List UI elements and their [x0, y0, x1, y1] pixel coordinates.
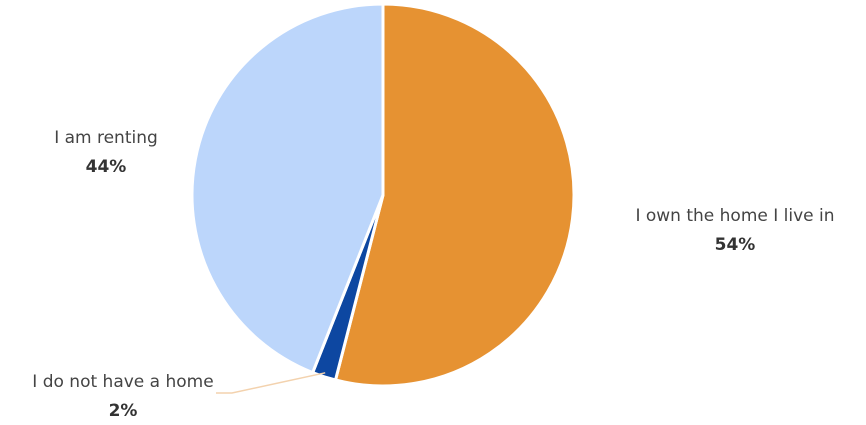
pie-slices: [190, 2, 576, 388]
pie-slice-own: [334, 2, 576, 388]
slice-label-own: I own the home I live in 54%: [635, 206, 834, 255]
pie-slice-renting: [190, 2, 385, 375]
slice-label-own-name: I own the home I live in: [635, 206, 834, 226]
slice-label-nohome-value: 2%: [109, 401, 138, 421]
slice-label-renting-value: 44%: [86, 157, 127, 177]
leader-lines: [216, 372, 326, 394]
slice-label-renting: I am renting 44%: [54, 128, 158, 177]
slice-label-own-value: 54%: [715, 235, 756, 255]
leader-line-no-home: [216, 372, 326, 394]
slice-label-renting-name: I am renting: [54, 128, 158, 148]
slice-label-nohome-name: I do not have a home: [32, 372, 213, 392]
slice-label-nohome: I do not have a home 2%: [32, 372, 213, 421]
